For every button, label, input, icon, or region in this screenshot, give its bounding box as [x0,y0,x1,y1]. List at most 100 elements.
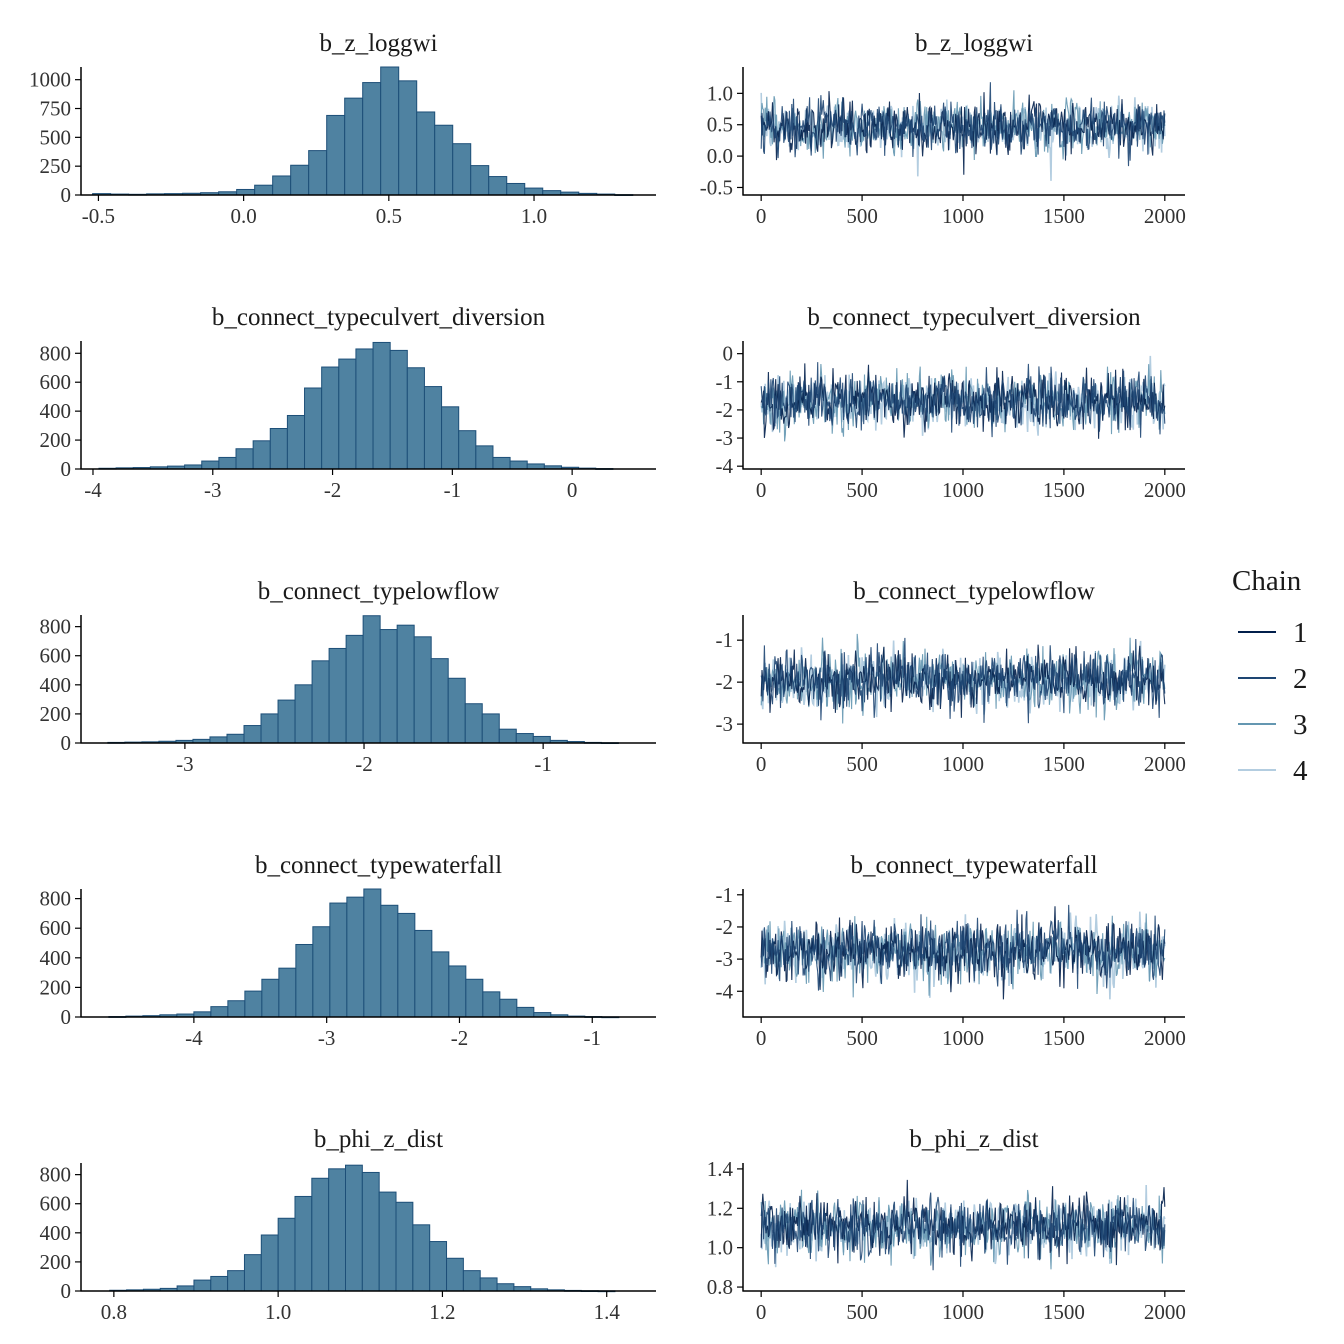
histogram-bar [210,1275,229,1292]
x-tick-label: 0.0 [231,204,257,228]
x-tick-label: 1500 [1043,204,1085,228]
y-tick-label: 200 [40,428,72,452]
histogram-bar [413,636,432,744]
x-tick-label: 2000 [1144,478,1186,502]
histogram-panel: -3 -2 -1 0 200 400 600 800 b_connect_typelowflow [40,578,656,776]
x-tick-label: -4 [185,1026,203,1050]
trace-chain-2 [760,82,1166,167]
y-tick-label: 600 [40,1192,72,1216]
histogram-bar [272,175,292,196]
x-tick-label: 2000 [1144,1300,1186,1324]
histogram-bar [470,165,490,196]
histogram-bar [321,366,340,470]
x-tick-label: 0 [567,478,578,502]
histogram-bar [362,615,381,744]
y-tick-label: 0.0 [707,144,733,168]
y-tick-label: 400 [40,1221,72,1245]
trace-lines [760,904,1166,1000]
y-tick-label: 1000 [29,68,71,92]
x-tick-label: 1.0 [521,204,547,228]
trace-chain-2 [760,904,1166,991]
histogram-bar [429,1241,448,1292]
chain-legend: Chain 1 2 3 4 [1232,565,1308,787]
trace-chain-2 [760,1192,1166,1271]
histogram-bar [498,728,517,744]
trace-chain-1 [760,363,1166,439]
x-tick-label: 500 [846,1300,878,1324]
x-tick-label: 1500 [1043,752,1085,776]
trace-lines [760,633,1166,724]
y-tick-label: 0.5 [707,113,733,137]
histogram-bar [363,888,382,1018]
x-tick-label: 1000 [942,478,984,502]
histogram-bar [452,143,472,196]
histogram-bar [516,1006,535,1018]
panel-title: b_phi_z_dist [909,1126,1038,1153]
histogram-bar [269,428,288,470]
histogram-bar [345,1164,363,1292]
histogram-bar [430,658,449,744]
histogram-bar [479,1277,498,1292]
histogram-panel: -0.5 0.0 0.5 1.0 0 250 500 750 1000 b_z_loggwi [29,30,656,228]
x-tick-label: -2 [451,1026,469,1050]
y-tick-label: 400 [40,399,72,423]
x-tick-label: -3 [204,478,222,502]
y-tick-label: 200 [40,1250,72,1274]
trace-panel: 0 500 1000 1500 2000 -0.5 0.0 0.5 1.0 b_z_loggwi [700,30,1186,228]
histogram-bar [193,1011,212,1018]
trace-lines [760,1179,1166,1271]
trace-lines [760,355,1166,442]
histogram-bar [209,736,228,744]
histogram-bar [243,725,262,744]
histogram-bar [311,1177,330,1292]
trace-chain-1 [760,906,1166,1000]
histogram-bar [406,367,425,470]
histogram-bar [294,684,313,744]
histogram-bar [235,448,254,470]
histogram-bar [361,1171,380,1292]
histogram-bar [416,111,436,196]
histogram-bar [526,463,545,470]
y-tick-label: -3 [716,947,734,971]
panel-title: b_phi_z_dist [314,1126,443,1153]
x-tick-label: 1000 [942,204,984,228]
histogram-bar [481,713,500,744]
panel-title: b_connect_typewaterfall [850,852,1097,879]
y-tick-label: 800 [40,887,72,911]
x-tick-label: -1 [584,1026,602,1050]
histogram-bar [447,677,466,744]
histogram-bar [346,896,365,1018]
legend-label: 2 [1293,663,1308,695]
y-tick-label: 1.0 [707,1236,733,1260]
y-tick-label: -4 [716,454,734,478]
x-tick-label: 1500 [1043,478,1085,502]
histogram-bar [412,1224,431,1292]
y-tick-label: -3 [716,426,734,450]
histogram-bar [465,978,484,1018]
histogram-bar [243,1254,262,1292]
x-tick-label: 2000 [1144,204,1186,228]
histogram-bar [210,1006,229,1018]
histogram-bar [277,699,296,744]
x-tick-label: 500 [846,204,878,228]
y-tick-label: -2 [716,915,734,939]
histogram-bar [329,902,348,1018]
x-tick-label: 0 [756,752,767,776]
y-tick-label: 400 [40,946,72,970]
histogram-bar [355,348,374,470]
histogram-bar [524,187,544,196]
histogram-bar [464,703,483,744]
histogram-bar [176,1285,195,1292]
panel-title: b_connect_typelowflow [853,578,1095,605]
panel-title: b_z_loggwi [915,30,1033,57]
y-tick-label: 500 [40,125,72,149]
histogram-bars [108,888,620,1019]
histogram-bar [312,926,331,1018]
histogram-bar [396,624,415,744]
histogram-bar [244,990,263,1018]
histogram-bar [286,414,306,470]
histogram-bar [414,929,433,1018]
x-tick-label: -3 [176,752,194,776]
histogram-bar [260,1234,279,1292]
y-tick-label: 600 [40,916,72,940]
